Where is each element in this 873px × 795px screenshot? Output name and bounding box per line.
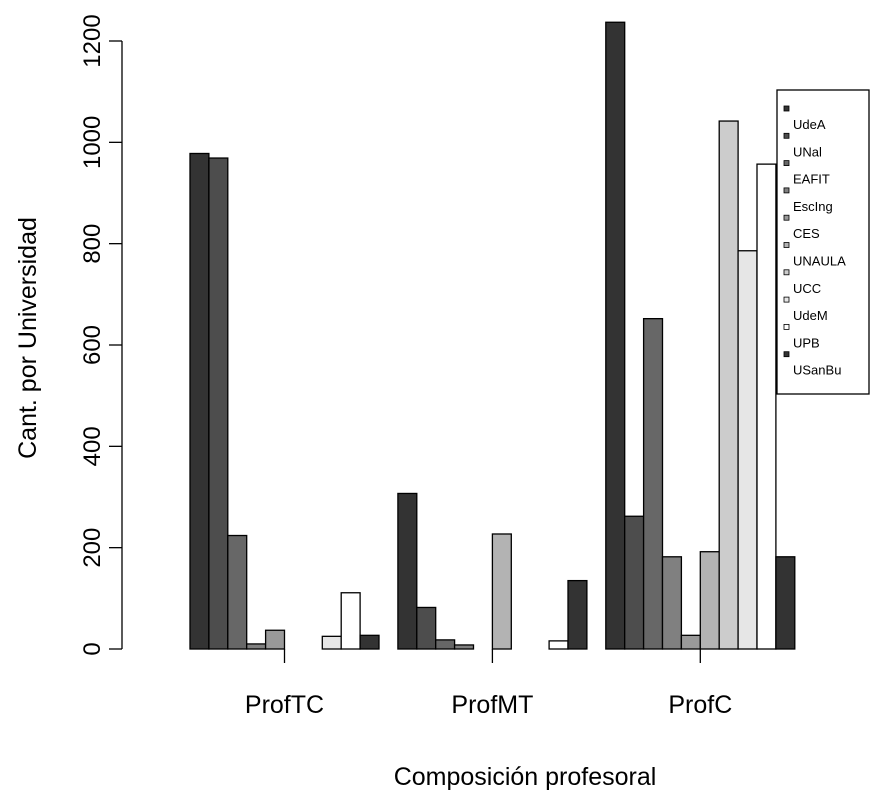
legend-label-unal: UNal bbox=[793, 144, 822, 159]
bar-eafit-profc bbox=[642, 317, 664, 650]
bar-unal-proftc bbox=[208, 157, 229, 650]
y-axis: 0 200 400 600 800 1000 1200 bbox=[79, 14, 123, 656]
legend-swatch-udea bbox=[783, 105, 790, 112]
bar-udem-proftc bbox=[321, 635, 342, 650]
legend-label-upb: UPB bbox=[793, 335, 820, 350]
legend-swatch-unaula bbox=[783, 242, 790, 248]
bar-escing-profmt bbox=[453, 644, 475, 650]
legend-swatch-ucc bbox=[783, 269, 790, 276]
x-tick-label-profc: ProfC bbox=[668, 691, 732, 719]
y-tick-label: 800 bbox=[79, 224, 106, 264]
bar-escing-proftc bbox=[246, 643, 267, 650]
x-tick-label-profmt: ProfMT bbox=[451, 691, 533, 719]
bars-group bbox=[189, 21, 796, 650]
legend-label-eafit: EAFIT bbox=[793, 172, 830, 187]
bar-upb-profc bbox=[756, 163, 777, 650]
bar-udea-profmt bbox=[397, 492, 418, 650]
y-tick-label: 200 bbox=[79, 528, 106, 568]
legend-label-ces: CES bbox=[793, 226, 820, 241]
x-axis-title: Composición profesoral bbox=[394, 763, 657, 791]
y-tick-label: 1200 bbox=[79, 14, 106, 67]
bar-ces-proftc bbox=[264, 629, 286, 650]
y-axis-title: Cant. por Universidad bbox=[14, 217, 42, 459]
legend: UdeA UNal EAFIT EscIng CES UNAULA UCC UdeM UPB US… bbox=[776, 89, 870, 395]
legend-label-unaula: UNAULA bbox=[793, 254, 846, 269]
bar-eafit-proftc bbox=[227, 534, 248, 650]
bar-upb-profmt bbox=[548, 640, 569, 650]
legend-swatch-unal bbox=[783, 132, 790, 139]
bar-udea-proftc bbox=[189, 152, 210, 650]
bar-unaula-profmt bbox=[491, 533, 512, 650]
bar-escing-profc bbox=[661, 556, 683, 650]
bar-usanbu-profmt bbox=[567, 579, 588, 650]
legend-swatch-udem bbox=[783, 296, 790, 303]
bar-usanbu-proftc bbox=[359, 634, 380, 650]
y-tick-label: 600 bbox=[79, 325, 106, 365]
bar-udem-profc bbox=[737, 250, 758, 650]
x-axis: ProfTC ProfMT ProfC bbox=[245, 649, 732, 719]
bar-udea-profc bbox=[605, 21, 626, 650]
y-tick-label: 1000 bbox=[79, 116, 106, 169]
x-tick-label-proftc: ProfTC bbox=[245, 691, 324, 719]
bar-eafit-profmt bbox=[435, 639, 456, 650]
legend-swatch-eafit bbox=[783, 160, 790, 167]
legend-swatch-upb bbox=[783, 323, 790, 330]
bar-ucc-profc bbox=[718, 120, 739, 650]
legend-swatch-escing bbox=[783, 187, 790, 194]
bar-upb-proftc bbox=[340, 592, 361, 650]
legend-label-udea: UdeA bbox=[793, 117, 826, 132]
legend-swatch-ces bbox=[783, 214, 790, 221]
y-tick-label: 0 bbox=[79, 642, 106, 655]
y-tick-label: 400 bbox=[79, 426, 106, 466]
legend-label-ucc: UCC bbox=[793, 281, 821, 296]
bar-unaula-profc bbox=[699, 551, 720, 650]
legend-box bbox=[776, 89, 870, 395]
bar-usanbu-profc bbox=[775, 556, 796, 650]
legend-label-usanbu: USanBu bbox=[793, 363, 841, 378]
legend-label-udem: UdeM bbox=[793, 308, 828, 323]
bar-ces-profc bbox=[680, 634, 701, 650]
bar-unal-profmt bbox=[416, 606, 437, 650]
bar-unal-profc bbox=[624, 515, 645, 650]
legend-swatch-usanbu bbox=[783, 351, 790, 358]
legend-label-escing: EscIng bbox=[793, 199, 833, 214]
